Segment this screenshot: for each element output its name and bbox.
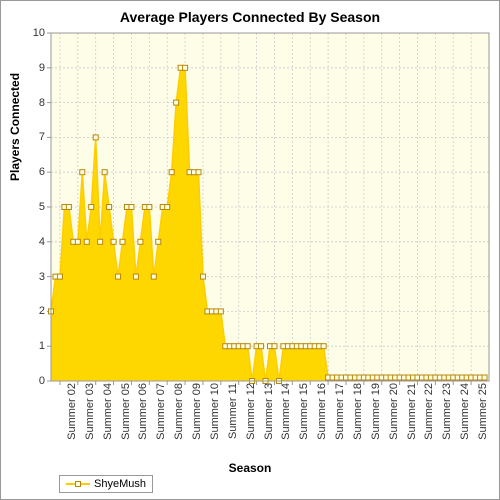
- x-tick-label: Summer 11: [227, 383, 239, 463]
- x-tick-label: Summer 21: [406, 383, 418, 463]
- legend-swatch: [66, 479, 90, 489]
- x-tick-label: Summer 03: [84, 383, 96, 463]
- x-tick-label: Summer 10: [209, 383, 221, 463]
- y-axis-title: Players Connected: [8, 73, 22, 181]
- y-tick-label: 6: [39, 166, 45, 178]
- y-tick-label: 4: [39, 236, 45, 248]
- x-tick-label: Summer 04: [102, 383, 114, 463]
- x-tick-label: Summer 15: [298, 383, 310, 463]
- x-tick-label: Summer 06: [137, 383, 149, 463]
- y-tick-label: 10: [33, 27, 45, 39]
- y-tick-label: 7: [39, 131, 45, 143]
- x-tick-label: Summer 17: [334, 383, 346, 463]
- x-tick-label: Summer 09: [191, 383, 203, 463]
- y-tick-label: 0: [39, 375, 45, 387]
- x-axis-title: Season: [229, 461, 272, 475]
- x-tick-label: Summer 24: [459, 383, 471, 463]
- legend-series-label: ShyeMush: [94, 478, 146, 490]
- x-tick-label: Summer 08: [173, 383, 185, 463]
- x-tick-label: Summer 25: [477, 383, 489, 463]
- y-tick-label: 9: [39, 62, 45, 74]
- chart-container: Average Players Connected By Season 0123…: [0, 0, 500, 500]
- x-tick-label: Summer 22: [423, 383, 435, 463]
- x-tick-label: Summer 20: [388, 383, 400, 463]
- x-tick-label: Summer 13: [263, 383, 275, 463]
- x-tick-label: Summer 05: [120, 383, 132, 463]
- y-tick-label: 2: [39, 305, 45, 317]
- chart-title: Average Players Connected By Season: [1, 1, 499, 29]
- x-tick-label: Summer 02: [66, 383, 78, 463]
- area-chart-svg: [51, 33, 489, 381]
- x-tick-label: Summer 07: [155, 383, 167, 463]
- y-tick-label: 5: [39, 201, 45, 213]
- y-tick-label: 8: [39, 97, 45, 109]
- x-tick-label: Summer 12: [245, 383, 257, 463]
- x-tick-label: Summer 19: [370, 383, 382, 463]
- x-tick-label: Summer 14: [280, 383, 292, 463]
- x-tick-label: Summer 18: [352, 383, 364, 463]
- x-tick-label: Summer 16: [316, 383, 328, 463]
- legend: ShyeMush: [59, 475, 153, 493]
- plot-area: 012345678910 Summer 02Summer 03Summer 04…: [51, 33, 487, 379]
- y-tick-label: 1: [39, 340, 45, 352]
- y-tick-label: 3: [39, 271, 45, 283]
- x-tick-label: Summer 23: [441, 383, 453, 463]
